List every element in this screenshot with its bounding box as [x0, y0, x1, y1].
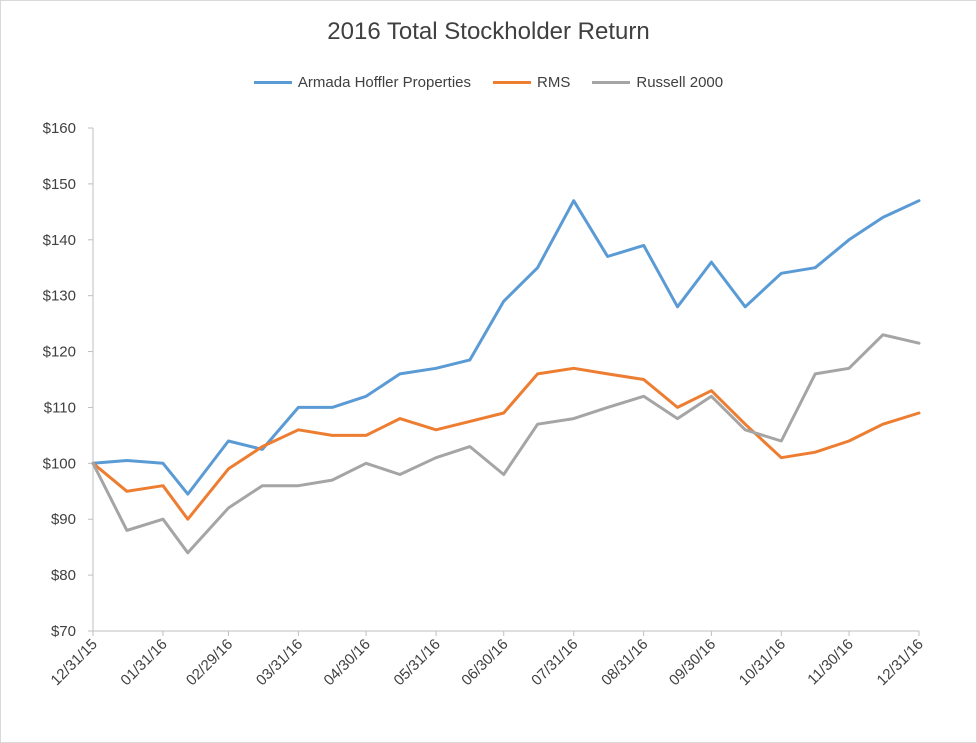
x-tick-label: 11/30/16 — [804, 636, 857, 689]
y-tick-label: $110 — [44, 399, 76, 416]
y-tick-label: $140 — [43, 232, 76, 249]
x-tick-label: 12/31/15 — [48, 636, 101, 689]
legend-item-series-2: Russell 2000 — [592, 74, 723, 91]
series-line-2 — [91, 333, 921, 555]
y-tick-label: $80 — [51, 567, 76, 584]
x-tick-label: 07/31/16 — [528, 636, 581, 689]
legend-item-series-0: Armada Hoffler Properties — [253, 74, 472, 91]
y-tick-label: $70 — [51, 623, 76, 640]
x-tick-label: 01/31/16 — [117, 636, 170, 689]
legend-swatch-series-1 — [493, 81, 532, 84]
legend-swatch-series-0 — [253, 81, 292, 84]
legend-label-series-1: RMS — [537, 74, 571, 91]
y-tick-label: $130 — [43, 288, 76, 305]
y-tick-label: $100 — [43, 455, 76, 472]
legend-label-series-0: Armada Hoffler Properties — [297, 74, 472, 91]
x-tick-label: 09/30/16 — [666, 636, 719, 689]
x-tick-label: 08/31/16 — [598, 636, 651, 689]
x-tick-label: 02/29/16 — [183, 636, 236, 689]
y-tick-label: $90 — [51, 511, 76, 528]
y-tick-label: $150 — [43, 176, 76, 193]
x-tick-label: 10/31/16 — [736, 636, 789, 689]
y-tick-label: $160 — [43, 120, 76, 137]
series-line-0 — [91, 199, 921, 496]
series-line-1 — [91, 366, 921, 521]
x-tick-label: 12/31/16 — [874, 636, 927, 689]
y-tick-label: $120 — [43, 344, 76, 361]
chart-title: 2016 Total Stockholder Return — [327, 18, 650, 45]
x-tick-label: 06/30/16 — [458, 636, 511, 689]
x-tick-label: 03/31/16 — [253, 636, 306, 689]
legend-item-series-1: RMS — [493, 74, 570, 91]
x-tick-label: 04/30/16 — [321, 636, 374, 689]
legend-swatch-series-2 — [592, 81, 631, 84]
x-tick-label: 05/31/16 — [391, 636, 444, 689]
chart-legend: Armada Hoffler Properties RMS Russell 20… — [0, 74, 977, 91]
legend-label-series-2: Russell 2000 — [636, 74, 724, 91]
